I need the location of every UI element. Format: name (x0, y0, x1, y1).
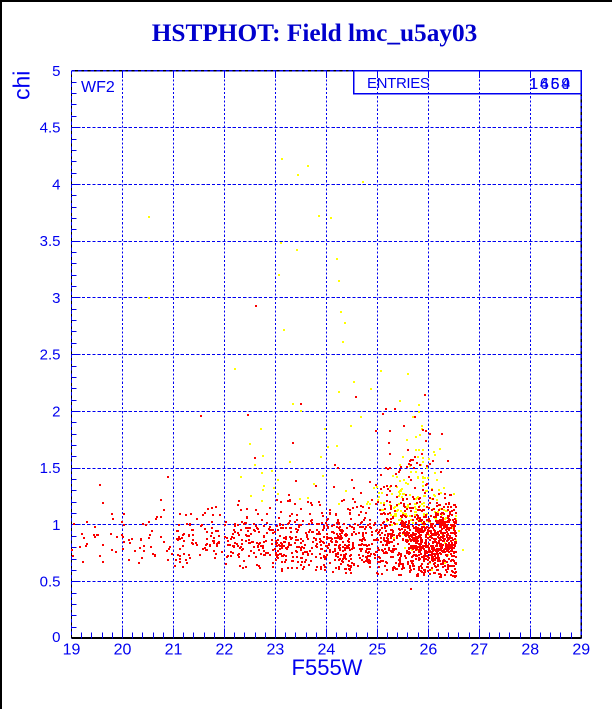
svg-text:19: 19 (63, 642, 81, 659)
svg-text:0.5: 0.5 (40, 574, 61, 591)
svg-text:1664: 1664 (529, 76, 572, 93)
svg-text:28: 28 (521, 642, 539, 659)
svg-text:4: 4 (52, 176, 60, 193)
svg-text:25: 25 (369, 642, 387, 659)
svg-text:1.5: 1.5 (40, 460, 61, 477)
svg-text:3.5: 3.5 (40, 233, 61, 250)
svg-text:ENTRIES: ENTRIES (367, 75, 430, 92)
svg-text:2.5: 2.5 (40, 347, 61, 364)
svg-text:4.5: 4.5 (40, 120, 61, 137)
svg-text:chi: chi (9, 71, 35, 100)
svg-text:21: 21 (165, 642, 183, 659)
svg-text:24: 24 (318, 642, 336, 659)
svg-text:3: 3 (52, 290, 60, 307)
svg-text:27: 27 (470, 642, 488, 659)
svg-text:0: 0 (52, 629, 60, 646)
svg-text:HSTPHOT: Field lmc_u5ay03: HSTPHOT: Field lmc_u5ay03 (152, 19, 478, 47)
svg-text:5: 5 (52, 63, 60, 80)
svg-text:WF2: WF2 (81, 79, 115, 96)
svg-text:29: 29 (572, 642, 590, 659)
svg-text:1: 1 (52, 517, 60, 534)
svg-text:26: 26 (420, 642, 438, 659)
svg-text:F555W: F555W (292, 655, 363, 680)
svg-text:20: 20 (114, 642, 132, 659)
svg-text:23: 23 (267, 642, 285, 659)
svg-text:1459: 1459 (529, 76, 572, 93)
svg-text:2: 2 (52, 404, 60, 421)
svg-text:22: 22 (216, 642, 234, 659)
